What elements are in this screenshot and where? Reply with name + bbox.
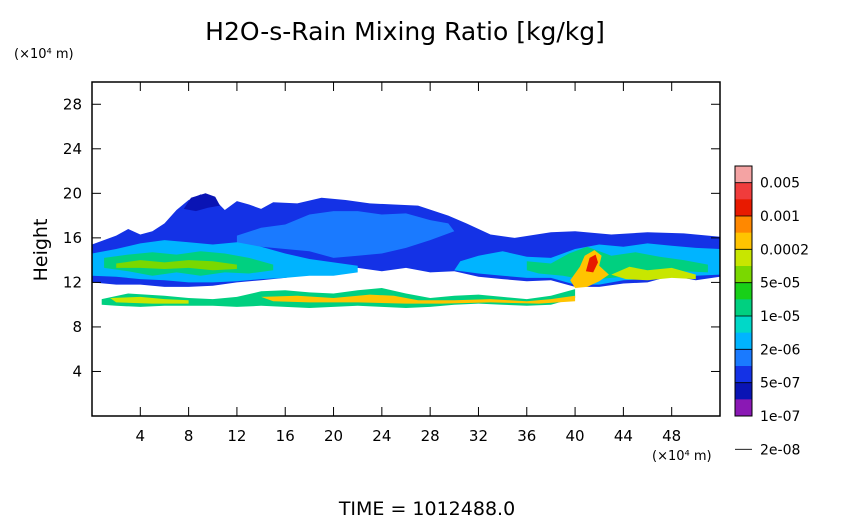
x-tick-label: 12 xyxy=(227,427,246,445)
y-tick-label: 4 xyxy=(72,362,82,380)
contour-region-11 xyxy=(611,266,696,281)
chart-title: H2O-s-Rain Mixing Ratio [kg/kg] xyxy=(205,17,605,46)
colorbar-label: 5e-05 xyxy=(760,276,800,292)
y-tick-label: 8 xyxy=(72,318,82,336)
contour-region-7 xyxy=(116,260,237,271)
colorbar-swatch xyxy=(735,299,752,317)
contour-region-2 xyxy=(183,193,220,212)
y-unit-label: (×10⁴ m) xyxy=(14,47,74,62)
x-tick-label: 4 xyxy=(136,427,146,445)
x-tick-label: 32 xyxy=(469,427,488,445)
x-tick-label: 36 xyxy=(517,427,536,445)
x-tick-label: 40 xyxy=(566,427,585,445)
y-tick-label: 12 xyxy=(63,273,82,291)
x-tick-label: 48 xyxy=(662,427,681,445)
colorbar-swatch xyxy=(735,166,752,184)
x-tick-label: 44 xyxy=(614,427,633,445)
colorbar-swatch xyxy=(735,382,752,400)
contour-region-14 xyxy=(110,296,189,304)
y-axis-label: Height xyxy=(30,219,52,282)
y-axis: 4 8 12 16 20 24 28 xyxy=(63,95,720,380)
y-tick-label: 28 xyxy=(63,95,82,113)
colorbar-label: 1e-07 xyxy=(760,409,800,425)
x-unit-label: (×10⁴ m) xyxy=(652,449,712,464)
x-tick-label: 28 xyxy=(421,427,440,445)
contour-region-13 xyxy=(261,294,576,304)
colorbar-swatch xyxy=(735,182,752,200)
contour-region-3 xyxy=(236,211,455,258)
x-tick-label: 8 xyxy=(184,427,194,445)
contour-fill xyxy=(92,193,720,308)
colorbar-swatch xyxy=(735,199,752,217)
colorbar-label: 1e-05 xyxy=(760,309,800,325)
colorbar-swatch xyxy=(735,349,752,367)
x-axis: 4 8 12 16 20 24 28 32 36 40 44 48 xyxy=(136,82,681,445)
x-tick-label: 24 xyxy=(372,427,391,445)
colorbar-label: 0.001 xyxy=(760,209,800,225)
colorbar-swatch xyxy=(735,332,752,350)
colorbar: 0.005 0.001 0.0002 5e-05 1e-05 2e-06 5e-07 1e-0… xyxy=(734,165,809,458)
time-label: TIME = 1012488.0 xyxy=(338,498,515,519)
y-tick-label: 24 xyxy=(63,140,82,158)
colorbar-label: 2e-06 xyxy=(760,342,800,358)
x-tick-label: 16 xyxy=(276,427,295,445)
colorbar-label: 5e-07 xyxy=(760,376,800,392)
y-tick-label: 20 xyxy=(63,184,82,202)
colorbar-label: 2e-08 xyxy=(760,442,800,458)
colorbar-swatch xyxy=(735,316,752,334)
y-tick-label: 16 xyxy=(63,229,82,247)
colorbar-swatch xyxy=(735,216,752,234)
colorbar-swatch xyxy=(735,366,752,384)
colorbar-swatch xyxy=(735,399,752,417)
colorbar-swatch xyxy=(735,249,752,267)
colorbar-label: 0.005 xyxy=(760,176,800,192)
contour-region-10 xyxy=(585,254,598,273)
colorbar-swatch xyxy=(735,232,752,250)
colorbar-swatch xyxy=(735,266,752,284)
plot-frame xyxy=(91,81,721,417)
colorbar-swatch xyxy=(735,282,752,300)
x-tick-label: 20 xyxy=(324,427,343,445)
colorbar-label: 0.0002 xyxy=(760,242,809,258)
